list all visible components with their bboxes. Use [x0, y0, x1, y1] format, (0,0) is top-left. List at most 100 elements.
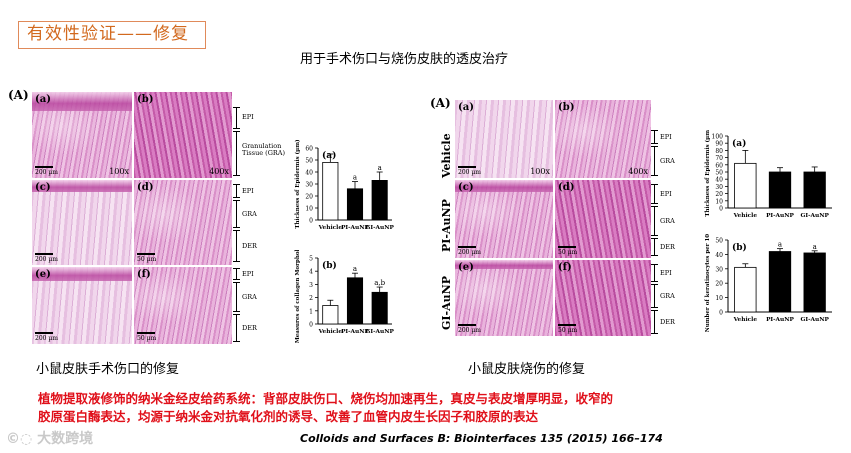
bracket-gra — [651, 284, 658, 308]
bracket-epi — [233, 184, 240, 198]
right-micrograph-a: (a) 200 µm 100x — [455, 100, 553, 178]
micrograph-label: (b) — [137, 94, 154, 105]
layer-label-epi: EPI — [660, 190, 672, 198]
bracket-epi — [233, 268, 240, 280]
left-collagen-chart: (b) 0 1 2 3 4 5 Measures of collagen Morphology… — [295, 250, 395, 343]
layer-label-der: DER — [660, 243, 675, 251]
micrograph-label: (e) — [458, 262, 474, 273]
caption-right: 小鼠皮肤烧伤的修复 — [468, 362, 586, 377]
scale-bar: 50 µm — [137, 253, 156, 263]
bracket-der — [651, 310, 658, 334]
slide-title: 有效性验证——修复 — [18, 21, 206, 49]
y-tick-label: 60 — [305, 146, 313, 153]
bracket-der — [233, 314, 240, 342]
watermark: ©◌ 大数跨境 — [6, 428, 93, 448]
bar-gi-aunp — [371, 291, 388, 325]
magnification-label: 400x — [209, 167, 229, 176]
scale-bar: 200 µm — [458, 324, 481, 334]
left-micrograph-f: (f) 50 µm — [134, 267, 232, 344]
micrograph-label: (a) — [35, 94, 51, 105]
y-tick-label: 90 — [715, 141, 723, 148]
scale-bar: 200 µm — [458, 166, 481, 176]
bracket-der — [233, 230, 240, 262]
x-tick-label: GI-AuNP — [800, 213, 829, 219]
bar-gi-aunp — [803, 252, 826, 313]
layer-label-epi: EPI — [242, 187, 254, 195]
y-tick-label: 30 — [715, 266, 723, 273]
right-micrograph-d: (d) 50 µm — [555, 180, 651, 258]
caption-left: 小鼠皮肤手术伤口的修复 — [36, 362, 180, 377]
bar-gi-aunp — [371, 180, 388, 221]
y-tick-label: 2 — [309, 295, 313, 302]
layer-label-gra: GRA — [660, 217, 675, 225]
y-tick-label: 0 — [719, 310, 723, 317]
scale-bar: 200 µm — [35, 166, 58, 176]
significance-label: a — [353, 265, 357, 273]
bracket-gra — [233, 282, 240, 312]
scale-bar: 50 µm — [558, 324, 577, 334]
micrograph-label: (c) — [458, 182, 474, 193]
right-micrograph-f: (f) 50 µm — [555, 260, 651, 336]
x-tick-label: GI-AuNP — [365, 329, 394, 335]
magnification-label: 400x — [628, 167, 648, 176]
layer-label-gra: GRA — [660, 157, 675, 165]
left-micrograph-b: (b) 400x — [134, 92, 232, 178]
bracket-epi — [651, 184, 658, 204]
y-tick-label: 5 — [309, 256, 313, 263]
layer-label-epi: EPI — [660, 133, 672, 141]
row-label-pi-aunp: PI-AuNP — [440, 199, 453, 252]
y-axis-label: Thickness of Epidermis (µm) — [294, 140, 301, 229]
conclusion-line-2: 胶原蛋白酶表达，均源于纳米金对抗氧化剂的诱导、改善了血管内皮生长因子和胶原的表达 — [38, 409, 539, 424]
citation: Colloids and Surfaces B: Biointerfaces 1… — [300, 432, 663, 445]
conclusion-text: 植物提取液修饰的纳米金经皮给药系统：背部皮肤伤口、烧伤均加速再生，真皮与表皮增厚… — [38, 390, 828, 426]
y-tick-label: 40 — [715, 252, 723, 259]
scale-bar: 200 µm — [35, 332, 58, 342]
significance-label: a — [813, 243, 817, 251]
y-tick-label: 0 — [719, 206, 723, 213]
y-tick-label: 70 — [715, 155, 723, 162]
layer-label-der: DER — [660, 318, 675, 326]
y-tick-label: 100 — [712, 134, 724, 141]
y-tick-label: 20 — [715, 191, 723, 198]
watermark-logo-icon: ©◌ — [6, 431, 38, 447]
bracket-gra — [651, 146, 658, 176]
x-tick-label: Vehicle — [733, 317, 758, 323]
y-tick-label: 0 — [309, 322, 313, 329]
bar-pi-aunp — [768, 171, 792, 209]
bracket-epi — [651, 264, 658, 282]
micrograph-label: (d) — [137, 182, 154, 193]
y-tick-label: 0 — [309, 218, 313, 225]
bracket-epi — [651, 130, 658, 144]
bar-vehicle — [734, 266, 757, 313]
y-tick-label: 10 — [305, 206, 313, 213]
right-micrograph-c: (c) 200 µm — [455, 180, 553, 258]
layer-label-epi: EPI — [660, 269, 672, 277]
bracket-der — [651, 238, 658, 256]
right-panel-letter: (A) — [430, 96, 451, 110]
bar-vehicle — [322, 161, 339, 221]
x-tick-label: PI-AuNP — [341, 329, 369, 335]
magnification-label: 100x — [530, 167, 550, 176]
bracket-gra — [651, 206, 658, 236]
y-axis-label: Measures of collagen Morphology — [295, 250, 301, 343]
left-micrograph-d: (d) 50 µm — [134, 180, 232, 265]
right-micrograph-e: (e) 200 µm — [455, 260, 553, 336]
y-tick-label: 20 — [305, 194, 313, 201]
layer-label-gra: GRA — [660, 292, 675, 300]
micrograph-label: (e) — [35, 269, 51, 280]
layer-label-epi: EPI — [242, 113, 254, 121]
x-tick-label: PI-AuNP — [341, 225, 369, 231]
bar-vehicle — [734, 162, 757, 209]
x-tick-label: Vehicle — [318, 329, 343, 335]
scale-bar: 50 µm — [558, 246, 577, 256]
left-epidermis-chart: (a) 0 10 20 30 40 50 60 Thickness of Epidermis (… — [294, 140, 395, 231]
bracket-gra — [233, 131, 240, 176]
magnification-label: 100x — [109, 167, 129, 176]
micrograph-label: (a) — [458, 102, 474, 113]
left-micrograph-a: (a) 200 µm 100x — [32, 92, 132, 178]
chart-panel-label: (b) — [322, 260, 337, 271]
y-tick-label: 30 — [715, 184, 723, 191]
right-keratinocyte-chart: (b) 0 10 20 30 40 50 Number of keratinocytes pe… — [704, 232, 832, 332]
left-micrograph-c: (c) 200 µm — [32, 180, 132, 265]
